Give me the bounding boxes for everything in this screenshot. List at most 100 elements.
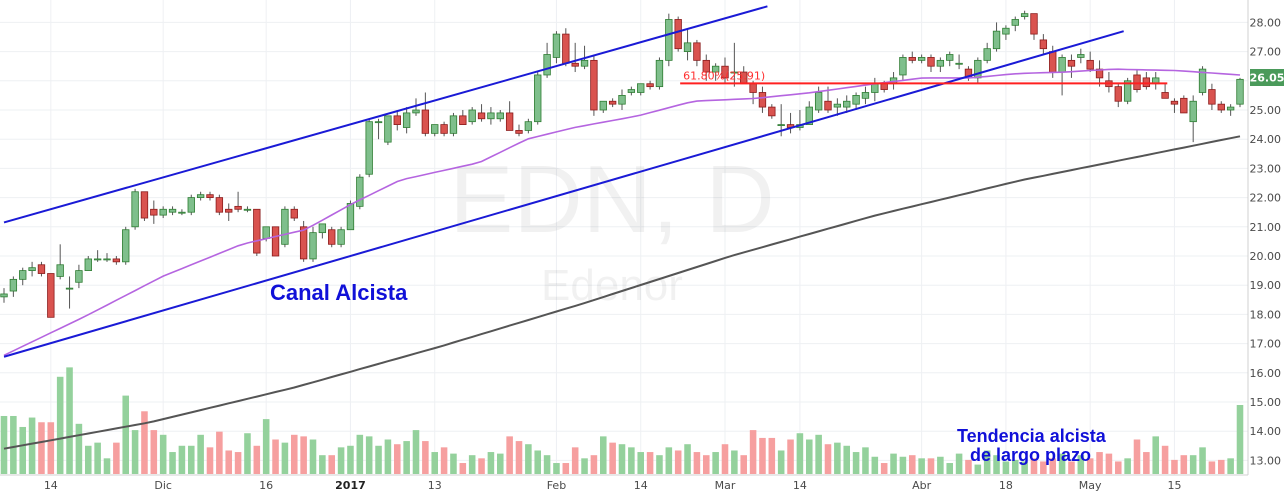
volume-bar — [75, 423, 83, 474]
volume-bar — [628, 447, 635, 474]
candle-body — [833, 103, 842, 108]
candle-body — [552, 33, 561, 58]
volume-bar — [197, 434, 204, 474]
volume-bar — [506, 436, 513, 474]
price-tick: 28.00 — [1250, 16, 1282, 29]
volume-bar — [131, 430, 139, 474]
candle-body — [496, 112, 504, 120]
volume-bar — [890, 453, 897, 474]
volume-bar — [459, 463, 467, 474]
candle-body — [730, 71, 739, 74]
price-tick: 20.00 — [1250, 250, 1282, 263]
candle-body — [1217, 103, 1225, 111]
volume-bar — [1236, 405, 1244, 474]
volume-bar — [178, 445, 186, 474]
volume-bar — [1096, 452, 1103, 474]
candle-body — [908, 57, 916, 61]
candlesticks — [0, 10, 1244, 318]
last-price-value: 26.05 — [1250, 72, 1285, 85]
annotation-canal-alcista: Canal Alcista — [270, 280, 408, 305]
candle-body — [1020, 13, 1029, 17]
candle-body — [206, 194, 214, 198]
watermark: EDN, D Edenor — [449, 146, 774, 310]
volume-bar — [1068, 461, 1075, 474]
price-tick: 21.00 — [1250, 221, 1282, 234]
volume-bar — [309, 439, 317, 474]
volume-bar — [66, 367, 73, 474]
time-tick: Feb — [547, 479, 566, 492]
candle-body — [178, 211, 186, 214]
drawings: 61.80%(25.91) — [3, 5, 1168, 358]
time-tick: May — [1079, 479, 1102, 492]
volume-bar — [749, 430, 757, 474]
volume-bar — [543, 455, 551, 474]
time-tick: Abr — [912, 479, 932, 492]
time-tick: 15 — [1167, 479, 1181, 492]
candle-body — [1226, 106, 1235, 111]
volume-bar — [1114, 461, 1122, 474]
candle-body — [880, 83, 888, 90]
candle-body — [365, 121, 373, 175]
candle-body — [159, 208, 167, 216]
candle-body — [871, 83, 879, 93]
last-price-label: 26.05 — [1250, 69, 1285, 86]
candle-body — [393, 115, 401, 125]
volume-bar — [478, 458, 485, 474]
volume-bar — [159, 434, 167, 474]
price-tick: 14.00 — [1250, 425, 1282, 438]
volume-bar — [1002, 461, 1010, 474]
candle-body — [768, 106, 776, 117]
volume-bar — [731, 450, 738, 474]
candle-body — [749, 83, 757, 93]
volume-bar — [993, 455, 1000, 474]
candle-body — [243, 208, 252, 211]
volume-bar — [1086, 458, 1094, 474]
watermark-company: Edenor — [541, 261, 683, 310]
candle-body — [440, 124, 448, 134]
candle-body — [618, 95, 626, 105]
volume-bar — [637, 452, 645, 474]
candle-body — [655, 59, 664, 88]
time-axis[interactable]: 14 Dic 16 2017 13 Feb 14 Mar 14 Abr 18 May 15 — [0, 474, 1285, 493]
candle-body — [1049, 51, 1057, 73]
candle-body — [693, 42, 701, 61]
candle-body — [824, 100, 832, 111]
sma-short-line — [3, 68, 1241, 357]
candle-body — [1095, 68, 1104, 79]
time-tick: Dic — [154, 479, 172, 492]
volume-bar — [1133, 439, 1141, 474]
volume-bar — [581, 458, 588, 474]
volume-bar — [721, 444, 729, 474]
volume-bar — [946, 463, 954, 474]
volume-bar — [515, 441, 523, 474]
volume-bar — [1021, 461, 1028, 474]
candle-body — [477, 112, 486, 120]
time-tick: 14 — [634, 479, 648, 492]
volume-bar — [937, 456, 944, 474]
price-tick: 16.00 — [1250, 367, 1282, 380]
candle-body — [992, 30, 1001, 50]
volume-bar — [768, 437, 776, 474]
candle-body — [1077, 54, 1085, 58]
candle-body — [1123, 80, 1132, 102]
candle-body — [56, 264, 64, 277]
annotations: Canal Alcista Tendencia alcista de largo… — [270, 280, 1107, 465]
candle-body — [112, 258, 121, 263]
candle-body — [187, 197, 195, 213]
volume-bar — [805, 439, 813, 474]
volume-bar — [56, 376, 64, 474]
candle-body — [543, 54, 551, 76]
volume-bar — [1208, 461, 1216, 474]
price-tick: 13.00 — [1250, 454, 1282, 467]
candle-body — [412, 109, 420, 114]
volume-bar — [403, 441, 410, 474]
volume-bar — [1030, 458, 1038, 474]
candle-body — [402, 112, 411, 128]
time-tick: Mar — [715, 479, 736, 492]
volume-bar — [1161, 445, 1169, 474]
volume-bar — [534, 450, 542, 474]
volume-bar — [225, 450, 233, 474]
candle-body — [758, 92, 767, 108]
time-tick: 14 — [793, 479, 807, 492]
